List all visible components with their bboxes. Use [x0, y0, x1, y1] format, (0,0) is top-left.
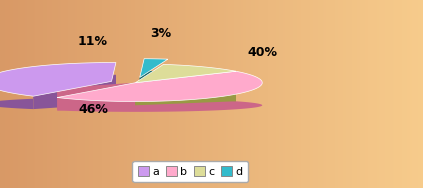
Text: 3%: 3%	[150, 27, 171, 40]
Polygon shape	[0, 63, 116, 96]
Polygon shape	[57, 79, 262, 112]
Polygon shape	[0, 75, 116, 109]
Text: 11%: 11%	[78, 35, 108, 48]
Polygon shape	[112, 75, 116, 104]
Polygon shape	[140, 71, 168, 100]
Polygon shape	[33, 81, 112, 109]
Polygon shape	[57, 71, 262, 102]
Text: 46%: 46%	[78, 102, 108, 116]
Text: 40%: 40%	[247, 46, 277, 59]
Polygon shape	[144, 71, 168, 94]
Polygon shape	[140, 59, 168, 77]
Polygon shape	[140, 71, 144, 100]
Legend: a, b, c, d: a, b, c, d	[132, 161, 248, 182]
Polygon shape	[135, 79, 236, 105]
Polygon shape	[163, 76, 236, 101]
Polygon shape	[135, 79, 236, 105]
Polygon shape	[135, 64, 236, 83]
Polygon shape	[57, 83, 135, 111]
Polygon shape	[135, 76, 163, 105]
